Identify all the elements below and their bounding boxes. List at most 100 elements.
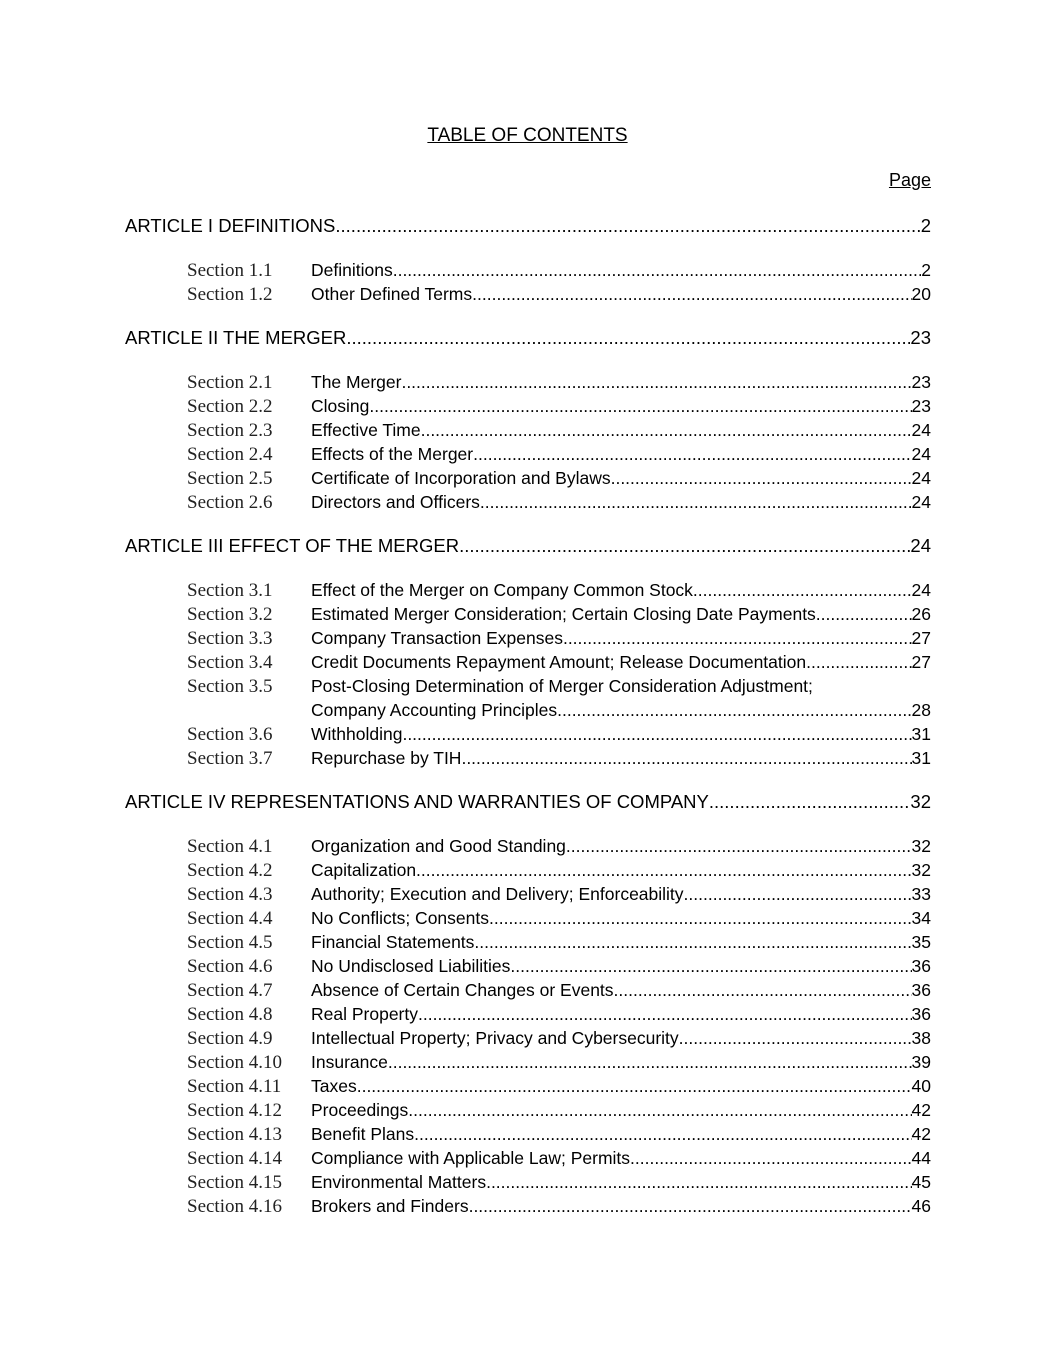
page-number: 42 — [911, 1100, 931, 1120]
toc-section-entry[interactable]: Section 2.4 Effects of the Merger 24 — [125, 442, 931, 466]
section-label: Section 2.2 — [187, 396, 273, 417]
dot-leader — [474, 930, 911, 954]
toc-section-entry[interactable]: Section 4.16 Brokers and Finders 46 — [125, 1194, 931, 1218]
toc-section-entry[interactable]: Section 3.5 Post-Closing Determination of… — [125, 674, 931, 698]
toc-section-entry[interactable]: Section 4.8 Real Property 36 — [125, 1002, 931, 1026]
toc-section-entry[interactable]: Section 4.12 Proceedings 42 — [125, 1098, 931, 1122]
section-title: The Merger — [311, 372, 402, 392]
section-label: Section 3.4 — [187, 652, 273, 673]
toc-section-entry[interactable]: Section 4.4 No Conflicts; Consents. 34 — [125, 906, 931, 930]
toc-article-entry[interactable]: ARTICLE I DEFINITIONS 2 — [125, 214, 931, 238]
toc-section-entry[interactable]: Section 2.1 The Merger 23 — [125, 370, 931, 394]
page-number: 24 — [911, 420, 931, 440]
dot-leader — [563, 626, 912, 650]
toc-article-entry[interactable]: ARTICLE IV REPRESENTATIONS AND WARRANTIE… — [125, 790, 931, 814]
toc-section-entry[interactable]: Section 4.7 Absence of Certain Changes or… — [125, 978, 931, 1002]
toc-section-entry[interactable]: Section 1.1 Definitions 2 — [125, 258, 931, 282]
section-label: Section 4.9 — [187, 1028, 273, 1049]
dot-leader — [698, 578, 912, 602]
page-number: 36 — [911, 956, 931, 976]
toc-section-entry[interactable]: Section 2.3 Effective Time 24 — [125, 418, 931, 442]
dot-leader — [369, 394, 911, 418]
section-label: Section 2.5 — [187, 468, 273, 489]
dot-leader — [679, 1026, 912, 1050]
toc-section-entry[interactable]: Section 4.6 No Undisclosed Liabilities 36 — [125, 954, 931, 978]
dot-leader — [346, 326, 910, 350]
section-label: Section 4.16 — [187, 1196, 282, 1217]
page-number: 24 — [910, 535, 931, 556]
page-number: 31 — [911, 724, 931, 744]
section-label: Section 4.11 — [187, 1076, 282, 1097]
section-label: Section 3.2 — [187, 604, 273, 625]
page-number: 24 — [911, 468, 931, 488]
page-number: 28 — [911, 700, 931, 720]
section-title: Real Property — [311, 1004, 418, 1024]
toc-section-entry[interactable]: Section 3.1 Effect of the Merger on Compa… — [125, 578, 931, 602]
dot-leader — [473, 442, 911, 466]
dot-leader — [709, 790, 911, 814]
section-title: Effects of the Merger — [311, 444, 474, 464]
table-of-contents: ARTICLE I DEFINITIONS 2 Section 1.1 Definit… — [125, 214, 931, 1218]
dot-leader — [480, 490, 912, 514]
page-number: 23 — [911, 372, 931, 392]
section-title: Closing — [311, 396, 370, 416]
dot-leader — [614, 978, 912, 1002]
section-label: Section 3.1 — [187, 580, 273, 601]
page-number: 38 — [911, 1028, 931, 1048]
dot-leader — [393, 258, 922, 282]
page-number: 36 — [911, 980, 931, 1000]
toc-section-entry[interactable]: Section 4.15 Environmental Matters 45 — [125, 1170, 931, 1194]
toc-article-entry[interactable]: ARTICLE III EFFECT OF THE MERGER 24 — [125, 534, 931, 558]
toc-section-entry[interactable]: Section 3.3 Company Transaction Expenses 2… — [125, 626, 931, 650]
toc-section-entry[interactable]: Section 4.1 Organization and Good Standin… — [125, 834, 931, 858]
toc-section-entry[interactable]: Section 3.4 Credit Documents Repayment Am… — [125, 650, 931, 674]
toc-section-entry[interactable]: Section 4.11 Taxes 40 — [125, 1074, 931, 1098]
toc-section-entry[interactable]: Section 1.2 Other Defined Terms 20 — [125, 282, 931, 306]
section-label: Section 1.1 — [187, 260, 273, 281]
toc-section-continuation[interactable]: Company Accounting Principles. 28 — [125, 698, 931, 722]
section-title: Other Defined Terms — [311, 284, 473, 304]
dot-leader — [566, 834, 912, 858]
section-label: Section 4.5 — [187, 932, 273, 953]
section-label: Section 4.13 — [187, 1124, 282, 1145]
toc-section-entry[interactable]: Section 4.9 Intellectual Property; Privac… — [125, 1026, 931, 1050]
dot-leader — [684, 882, 912, 906]
toc-section-entry[interactable]: Section 4.5 Financial Statements 35 — [125, 930, 931, 954]
toc-section-entry[interactable]: Section 3.2 Estimated Merger Consideratio… — [125, 602, 931, 626]
dot-leader — [494, 906, 912, 930]
section-label: Section 4.3 — [187, 884, 273, 905]
page-number: 26 — [911, 604, 931, 624]
section-title: Post-Closing Determination of Merger Con… — [311, 676, 813, 696]
section-label: Section 4.10 — [187, 1052, 282, 1073]
toc-section-entry[interactable]: Section 2.5 Certificate of Incorporation … — [125, 466, 931, 490]
toc-section-entry[interactable]: Section 3.7 Repurchase by TIH 31 — [125, 746, 931, 770]
dot-leader — [461, 746, 911, 770]
page-number: 23 — [910, 327, 931, 348]
section-title: Environmental Matters — [311, 1172, 487, 1192]
section-title: Proceedings — [311, 1100, 409, 1120]
toc-section-entry[interactable]: Section 2.2 Closing 23 — [125, 394, 931, 418]
toc-section-entry[interactable]: Section 2.6 Directors and Officers 24 — [125, 490, 931, 514]
page-number: 33 — [911, 884, 931, 904]
section-label: Section 2.1 — [187, 372, 273, 393]
toc-section-entry[interactable]: Section 4.14 Compliance with Applicable L… — [125, 1146, 931, 1170]
toc-section-entry[interactable]: Section 3.6 Withholding 31 — [125, 722, 931, 746]
toc-section-entry[interactable]: Section 4.3 Authority; Execution and Deli… — [125, 882, 931, 906]
dot-leader — [472, 282, 911, 306]
article-title: ARTICLE III EFFECT OF THE MERGER — [125, 535, 460, 556]
dot-leader — [357, 1074, 912, 1098]
page-number: 36 — [911, 1004, 931, 1024]
toc-section-entry[interactable]: Section 4.13 Benefit Plans 42 — [125, 1122, 931, 1146]
section-title: Effect of the Merger on Company Common S… — [311, 580, 698, 600]
dot-leader — [510, 954, 911, 978]
dot-leader — [806, 650, 911, 674]
section-title: Compliance with Applicable Law; Permits — [311, 1148, 631, 1168]
page-number: 2 — [920, 215, 931, 236]
page-number: 31 — [911, 748, 931, 768]
toc-section-entry[interactable]: Section 4.2 Capitalization. 32 — [125, 858, 931, 882]
page-number: 24 — [911, 444, 931, 464]
page-number: 2 — [921, 260, 931, 280]
section-title: Withholding — [311, 724, 403, 744]
toc-section-entry[interactable]: Section 4.10 Insurance 39 — [125, 1050, 931, 1074]
toc-article-entry[interactable]: ARTICLE II THE MERGER 23 — [125, 326, 931, 350]
